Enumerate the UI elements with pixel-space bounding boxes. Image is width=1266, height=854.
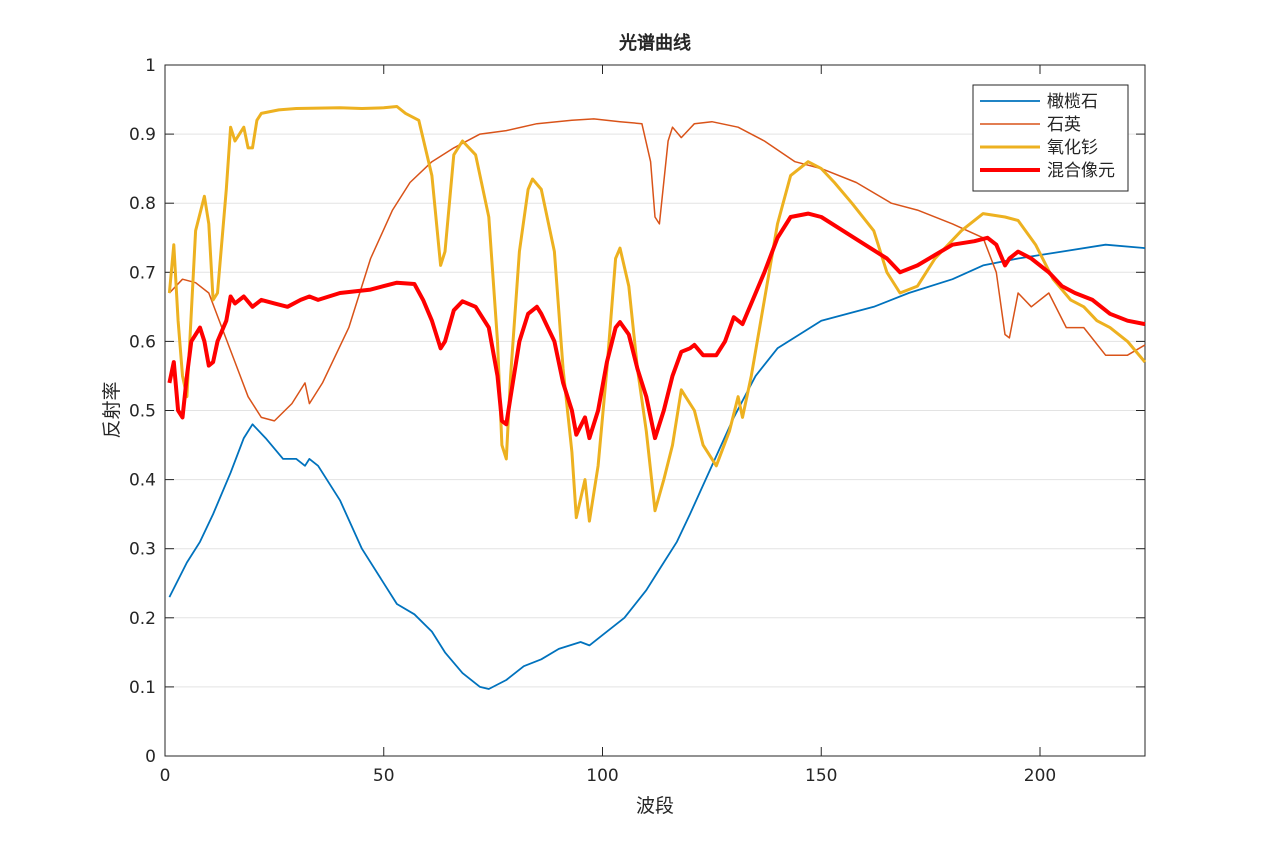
y-tick-label: 0.1 bbox=[129, 678, 156, 698]
series-line bbox=[168, 243, 1146, 690]
x-tick-label: 100 bbox=[586, 766, 618, 786]
y-tick-label: 0 bbox=[145, 747, 156, 767]
legend-label: 氧化钐 bbox=[1047, 138, 1098, 158]
y-tick-label: 0.8 bbox=[129, 194, 156, 214]
series-line bbox=[167, 105, 1147, 523]
y-tick-label: 0.3 bbox=[129, 540, 156, 560]
legend-label: 混合像元 bbox=[1047, 161, 1115, 181]
legend-label: 石英 bbox=[1047, 115, 1081, 135]
x-axis-label: 波段 bbox=[636, 795, 674, 817]
x-tick-label: 0 bbox=[160, 766, 171, 786]
legend-label: 橄榄石 bbox=[1047, 92, 1098, 112]
x-tick-label: 150 bbox=[805, 766, 837, 786]
y-tick-label: 0.5 bbox=[129, 402, 156, 422]
y-tick-label: 1 bbox=[145, 56, 156, 76]
legend-box bbox=[972, 84, 1129, 192]
y-tick-label: 0.9 bbox=[129, 125, 156, 145]
series-line bbox=[168, 118, 1146, 422]
y-tick-label: 0.2 bbox=[129, 609, 156, 629]
series-line bbox=[167, 211, 1146, 441]
plot-frame bbox=[164, 64, 1146, 757]
y-tick-label: 0.4 bbox=[129, 471, 156, 491]
y-tick-label: 0.7 bbox=[129, 263, 156, 283]
x-tick-label: 50 bbox=[373, 766, 395, 786]
chart-title: 光谱曲线 bbox=[618, 32, 691, 54]
x-tick-label: 200 bbox=[1024, 766, 1056, 786]
y-axis-label: 反射率 bbox=[101, 381, 123, 438]
y-tick-label: 0.6 bbox=[129, 332, 156, 352]
